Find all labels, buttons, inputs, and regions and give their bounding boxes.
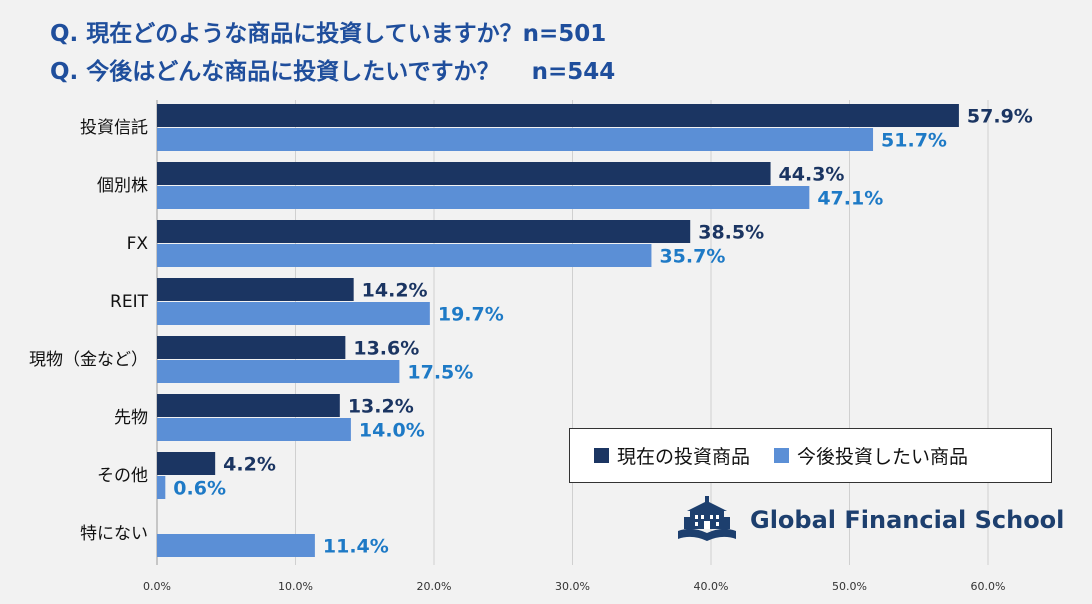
chart-title-future: Q. 今後はどんな商品に投資したいですか？ n=544: [50, 59, 616, 85]
bar-future: [157, 476, 166, 499]
legend-swatch-current: [594, 448, 609, 463]
data-label-current: 14.2%: [362, 280, 428, 302]
bar-future: [157, 418, 351, 441]
bar-future: [157, 186, 810, 209]
legend-item-current: 現在の投資商品: [594, 442, 750, 469]
category-label: その他: [97, 466, 148, 486]
bar-future: [157, 360, 400, 383]
bar-future: [157, 128, 874, 151]
legend-label-current: 現在の投資商品: [617, 446, 751, 468]
category-label: REIT: [110, 292, 149, 312]
chart-title-current: Q. 現在どのような商品に投資していますか？n=501: [50, 21, 607, 47]
bar-current: [157, 278, 354, 301]
data-label-future: 35.7%: [659, 246, 725, 268]
legend-item-future: 今後投資したい商品: [774, 442, 968, 469]
x-tick-label: 10.0%: [278, 580, 313, 593]
x-tick-label: 30.0%: [555, 580, 590, 593]
data-label-future: 19.7%: [438, 304, 504, 326]
legend: 現在の投資商品 今後投資したい商品: [569, 428, 1052, 483]
x-tick-label: 60.0%: [971, 580, 1006, 593]
school-building-book-icon: [678, 496, 736, 541]
legend-swatch-future: [774, 448, 790, 463]
x-tick-label: 0.0%: [143, 580, 171, 593]
category-label: FX: [127, 234, 149, 254]
x-tick-label: 20.0%: [417, 580, 452, 593]
data-label-future: 11.4%: [323, 536, 389, 558]
category-label: 個別株: [97, 176, 148, 196]
data-label-current: 4.2%: [223, 454, 276, 476]
data-labels: 57.9% 51.7% 44.3%47.1% 38.5%35.7% 14.2% 19.7%…: [173, 106, 1033, 558]
x-axis-ticks: 0.0% 10.0% 20.0% 30.0% 40.0% 50.0% 60.0%: [143, 580, 1005, 593]
data-label-future: 0.6%: [173, 478, 226, 500]
data-label-future: 51.7%: [881, 130, 947, 152]
x-tick-label: 40.0%: [694, 580, 729, 593]
bar-current: [157, 162, 771, 185]
bar-future: [157, 302, 430, 325]
category-label: 先物: [114, 408, 148, 428]
data-label-future: 14.0%: [359, 420, 425, 442]
category-label: 現物（金など）: [29, 350, 148, 370]
bar-future: [157, 244, 652, 267]
data-label-current: 13.2%: [348, 396, 414, 418]
bar-current: [157, 220, 691, 243]
bar-future: [157, 534, 315, 557]
data-label-current: 57.9%: [967, 106, 1033, 128]
bar-current: [157, 336, 346, 359]
data-label-current: 13.6%: [353, 338, 419, 360]
bars: [157, 104, 959, 557]
data-label-future: 17.5%: [407, 362, 473, 384]
category-label: 投資信託: [80, 118, 148, 138]
bar-current: [157, 452, 216, 475]
bar-current: [157, 104, 959, 127]
x-tick-label: 50.0%: [832, 580, 867, 593]
logo: Global Financial School: [676, 495, 1064, 545]
legend-label-future: 今後投資したい商品: [797, 446, 969, 468]
data-label-future: 47.1%: [817, 188, 883, 210]
data-label-current: 38.5%: [698, 222, 764, 244]
bar-current: [157, 394, 340, 417]
category-label: 特にない: [80, 524, 148, 544]
data-label-current: 44.3%: [779, 164, 845, 186]
logo-text: Global Financial School: [750, 506, 1065, 534]
